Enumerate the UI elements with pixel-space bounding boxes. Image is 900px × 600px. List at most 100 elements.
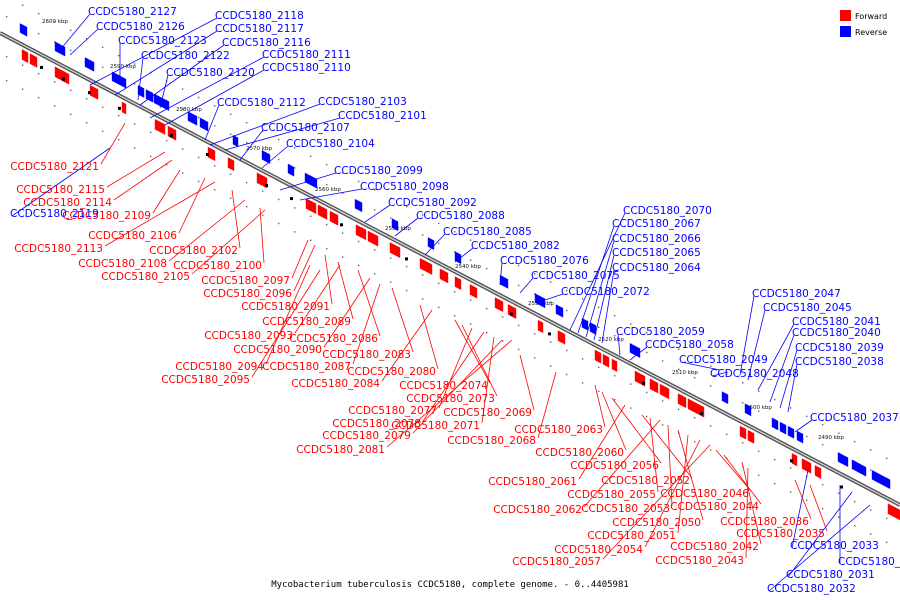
tick-label: 2570 kbp	[246, 146, 272, 152]
grid-dot-r3	[358, 264, 360, 267]
grid-dot-r0	[870, 449, 872, 451]
forward-gene-glyph	[61, 70, 70, 85]
forward-gene-label: CCDC5180_2094	[175, 361, 264, 373]
tick-label: 2590 kbp	[110, 64, 136, 70]
grid-dot-r1	[470, 259, 472, 261]
grid-dot-r3	[294, 231, 296, 233]
reverse-gene-label: CCDC5180_2039	[795, 342, 884, 354]
grid-dot-r2	[310, 215, 312, 217]
grid-dot-r0	[198, 96, 200, 99]
forward-leader-line	[152, 169, 181, 214]
reverse-gene-label: CCDC5180_2110	[262, 62, 351, 74]
grid-dot-r3	[86, 122, 88, 124]
reverse-gene-glyph	[232, 134, 239, 148]
grid-dot-r2	[614, 375, 616, 377]
grid-dot-r1	[70, 49, 72, 52]
forward-gene-label: CCDC5180_2096	[203, 288, 292, 300]
reverse-leader-line	[209, 103, 321, 146]
grid-dot-r1	[454, 251, 456, 253]
label-leader-lines	[11, 13, 871, 592]
grid-dot-r1	[598, 326, 600, 328]
reverse-leader-line	[779, 349, 798, 409]
grid-dot-r2	[6, 56, 8, 58]
forward-gene-glyph	[167, 125, 177, 141]
reverse-leader-line	[239, 129, 264, 161]
grid-dot-r1	[710, 385, 712, 387]
reverse-gene-label: CCDC5180_2117	[215, 23, 304, 35]
grid-dot-r2	[198, 156, 200, 159]
grid-dot-r1	[294, 167, 296, 169]
grid-dot-r0	[646, 331, 648, 334]
forward-gene-glyph	[305, 198, 317, 215]
forward-leader-line	[611, 397, 662, 464]
reverse-leader-line	[787, 363, 798, 413]
legend-reverse-label: Reverse	[855, 28, 887, 37]
grid-dot-r1	[662, 360, 664, 362]
grid-dot-r3	[614, 399, 616, 401]
reverse-leader-line	[757, 323, 795, 391]
forward-leader-line	[723, 454, 762, 505]
grid-dot-r3	[150, 155, 152, 158]
reverse-gene-glyph	[796, 430, 804, 444]
grid-dot-r1	[870, 469, 872, 471]
forward-gene-glyph	[367, 230, 379, 247]
forward-gene-glyph	[419, 257, 433, 275]
forward-leader-line	[178, 177, 206, 234]
grid-dot-r1	[54, 41, 56, 43]
reverse-gene-label: CCDC5180_2038	[795, 356, 884, 368]
forward-gene-label: CCDC5180_2071	[391, 420, 480, 432]
grid-dot-r3	[246, 206, 248, 208]
grid-dot-r0	[710, 365, 712, 367]
reverse-leader-line	[739, 295, 755, 376]
grid-dot-r0	[518, 264, 520, 267]
reverse-leader-line	[769, 334, 795, 403]
forward-gene-label: CCDC5180_2108	[78, 258, 167, 270]
forward-gene-label: CCDC5180_2056	[570, 460, 659, 472]
grid-dot-r3	[870, 533, 872, 535]
grid-dot-r2	[470, 299, 472, 301]
forward-gene-glyph	[887, 503, 900, 521]
grid-dot-r0	[406, 205, 408, 208]
forward-gene-glyph	[507, 304, 517, 319]
reverse-gene-label: CCDC5180_2092	[388, 197, 477, 209]
forward-gene-glyph	[29, 53, 38, 68]
grid-dot-r2	[678, 408, 680, 410]
grid-dot-r0	[390, 197, 392, 199]
grid-dot-r2	[630, 383, 632, 385]
forward-gene-label: CCDC5180_2061	[488, 476, 577, 488]
tick-label: 2520 kbp	[598, 337, 624, 343]
forward-gene-glyph	[21, 49, 29, 64]
reverse-leader-line	[768, 504, 871, 592]
legend: Forward Reverse	[840, 10, 887, 37]
grid-dot-r1	[422, 234, 424, 236]
forward-leader-line	[602, 444, 711, 560]
grid-dot-r3	[6, 80, 8, 82]
forward-leader-line	[323, 277, 371, 348]
grid-dot-r2	[886, 517, 888, 520]
grid-dot-r0	[854, 440, 856, 443]
reverse-leader-line	[454, 247, 474, 263]
reverse-gene-glyph	[871, 469, 891, 490]
forward-leader-line	[794, 479, 812, 520]
forward-leader-line	[386, 339, 513, 448]
forward-gene-label: CCDC5180_2073	[406, 393, 495, 405]
forward-leader-line	[352, 283, 381, 365]
forward-gene-glyph	[494, 297, 504, 313]
forward-gene-glyph	[594, 349, 602, 364]
grid-dot-r3	[406, 289, 408, 292]
reverse-leader-line	[139, 44, 225, 106]
reverse-gene-label: CCDC5180_2123	[118, 35, 207, 47]
reverse-gene-glyph	[111, 71, 127, 89]
grid-dot-r3	[166, 164, 168, 166]
grid-dot-r2	[54, 81, 56, 83]
grid-dot-r3	[422, 298, 424, 300]
reverse-gene-label: CCDC5180_2118	[215, 10, 304, 22]
reverse-leader-line	[424, 233, 446, 256]
forward-leader-line	[438, 327, 473, 409]
grid-dot-r1	[230, 133, 232, 135]
forward-gene-label: CCDC5180_2084	[291, 378, 380, 390]
reverse-gene-glyph	[391, 218, 399, 232]
grid-dot-r0	[102, 46, 104, 48]
grid-dot-r0	[70, 29, 72, 32]
